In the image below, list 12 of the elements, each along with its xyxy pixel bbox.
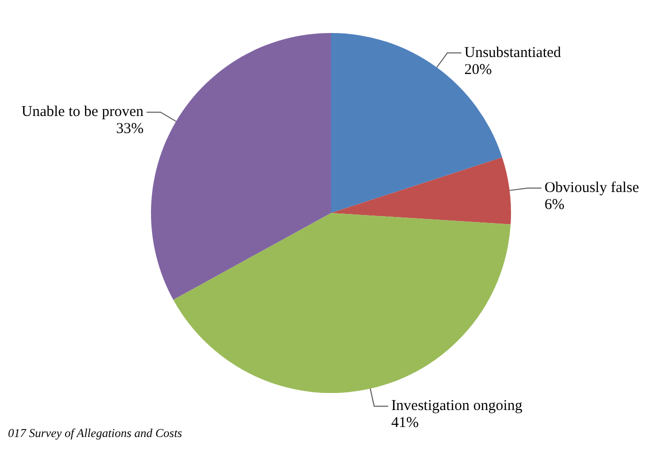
slice-label: Investigation ongoing [391,398,523,414]
pie-slice [331,157,511,224]
slice-label: Unable to be proven [22,104,144,120]
slice-label: Unsubstantiated [464,44,562,61]
data-label: 33% [116,121,144,138]
slice-label: Obviously false [544,180,640,196]
data-label: 6% [544,197,564,214]
data-label: 41% [391,415,419,432]
pie-slice [151,33,331,300]
text: 017 Survey of Allegations and Costs [8,426,182,441]
data-label: 20% [464,62,492,78]
pie-slice [173,213,511,393]
